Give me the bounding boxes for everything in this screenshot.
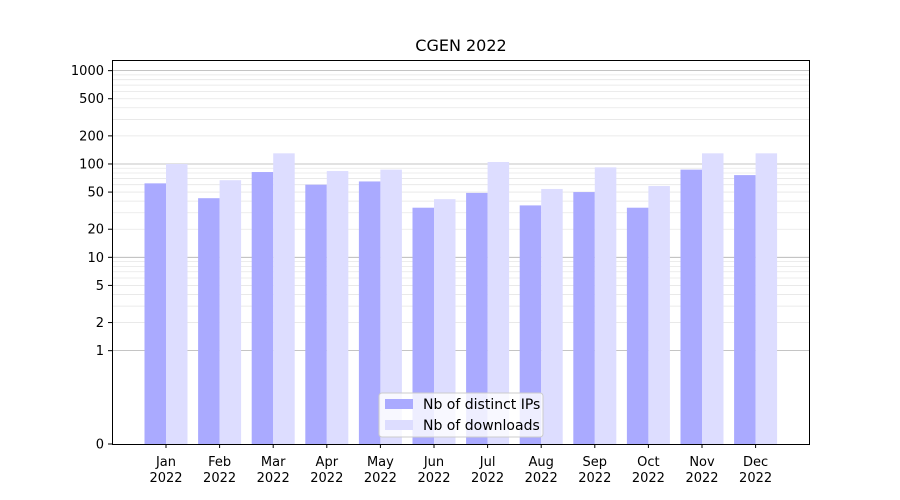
bar-downloads xyxy=(755,153,778,444)
bar-downloads xyxy=(326,171,349,444)
bars xyxy=(144,153,778,445)
x-axis: Jan2022Feb2022Mar2022Apr2022May2022Jun20… xyxy=(149,444,772,486)
plot-frame xyxy=(112,60,810,445)
bar-distinct-ips xyxy=(519,205,542,444)
x-tick-label-year: 2022 xyxy=(364,471,397,486)
legend-label: Nb of downloads xyxy=(423,418,540,434)
bar-downloads xyxy=(702,153,724,444)
bar-distinct-ips xyxy=(305,184,327,444)
y-tick-label: 100 xyxy=(79,157,104,172)
x-tick-label-month: Mar xyxy=(261,455,286,470)
x-tick-label-month: Nov xyxy=(689,455,715,470)
y-tick-label: 5 xyxy=(96,279,104,294)
x-tick-label-year: 2022 xyxy=(417,471,450,486)
x-tick-label-year: 2022 xyxy=(257,471,290,486)
legend-swatch xyxy=(385,399,413,409)
legend-swatch xyxy=(385,420,413,430)
bar-downloads xyxy=(434,199,456,444)
y-tick-label: 20 xyxy=(87,223,104,238)
bar-distinct-ips xyxy=(734,175,756,444)
bar-downloads xyxy=(541,188,563,444)
x-tick-label-month: Jul xyxy=(479,455,496,470)
bar-distinct-ips xyxy=(626,207,649,444)
x-tick-label-month: Sep xyxy=(583,455,608,470)
x-tick-label-month: May xyxy=(367,455,394,470)
y-tick-label: 0 xyxy=(96,438,104,453)
x-tick-label-year: 2022 xyxy=(203,471,236,486)
bar-distinct-ips xyxy=(466,192,488,444)
bar-downloads xyxy=(594,167,617,444)
bar-distinct-ips xyxy=(573,192,595,444)
x-tick-label-month: Jun xyxy=(423,455,444,470)
y-tick-label: 500 xyxy=(79,92,104,107)
bar-distinct-ips xyxy=(251,172,274,444)
bar-downloads xyxy=(273,153,295,444)
bar-downloads xyxy=(380,169,402,444)
x-tick-label-year: 2022 xyxy=(471,471,504,486)
x-tick-label-month: Dec xyxy=(743,455,768,470)
y-tick-label: 200 xyxy=(79,129,104,144)
x-tick-label-year: 2022 xyxy=(310,471,343,486)
x-tick-label-month: Oct xyxy=(637,455,659,470)
bar-distinct-ips xyxy=(412,207,434,444)
bar-downloads xyxy=(648,186,670,444)
y-tick-label: 2 xyxy=(96,316,104,331)
y-tick-label: 1000 xyxy=(71,64,104,79)
x-tick-label-month: Apr xyxy=(316,455,339,470)
y-tick-label: 1 xyxy=(96,344,104,359)
y-tick-label: 50 xyxy=(87,186,104,201)
x-tick-label-month: Jan xyxy=(155,455,176,470)
legend: Nb of distinct IPs Nb of downloads xyxy=(378,392,544,438)
chart-title: CGEN 2022 xyxy=(415,36,506,55)
y-tick-label: 10 xyxy=(87,251,104,266)
bar-distinct-ips xyxy=(358,181,381,444)
x-tick-label-year: 2022 xyxy=(739,471,772,486)
legend-label: Nb of distinct IPs xyxy=(423,397,540,413)
x-tick-label-month: Aug xyxy=(529,455,554,470)
bar-distinct-ips xyxy=(680,169,702,444)
x-tick-label-year: 2022 xyxy=(685,471,718,486)
y-axis: 0 1 2 5 10 20 50 100 200 500 1000 xyxy=(71,64,112,453)
x-tick-label-year: 2022 xyxy=(632,471,665,486)
bar-downloads xyxy=(219,180,242,445)
bar-distinct-ips xyxy=(144,183,166,444)
bar-distinct-ips xyxy=(198,198,220,444)
x-tick-label-month: Feb xyxy=(208,455,231,470)
x-tick-label-year: 2022 xyxy=(149,471,182,486)
bar-downloads xyxy=(487,161,510,444)
x-tick-label-year: 2022 xyxy=(525,471,558,486)
bar-downloads xyxy=(166,163,188,445)
x-tick-label-year: 2022 xyxy=(578,471,611,486)
legend-box xyxy=(378,392,544,438)
